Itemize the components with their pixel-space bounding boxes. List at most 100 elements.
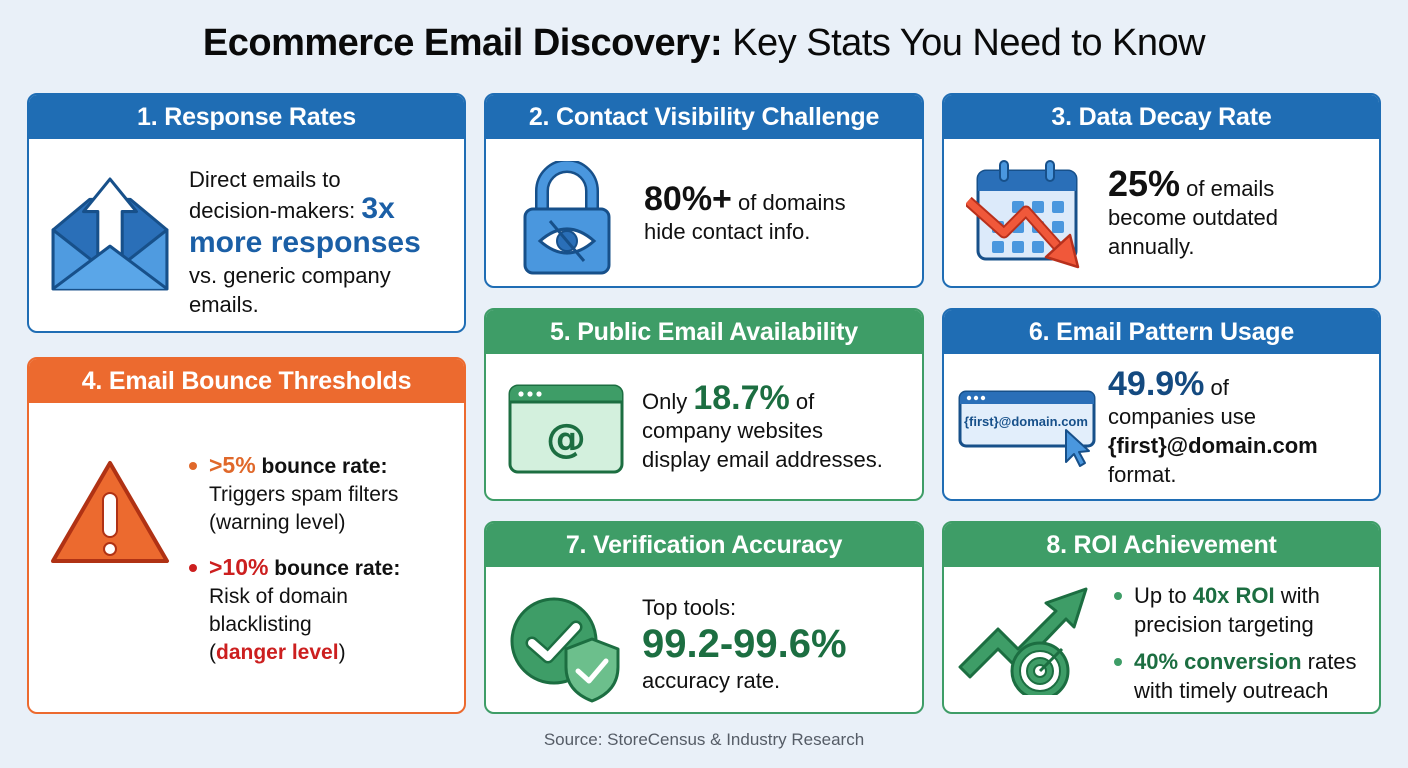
text-line: precision targeting: [1134, 612, 1314, 637]
text-fragment: with: [1274, 583, 1320, 608]
text-line: 40% conversion rates: [1134, 647, 1357, 676]
contact-visibility-text: 80%+ of domains hide contact info.: [644, 182, 846, 246]
bounce-thresholds-list: >5% bounce rate: Triggers spam filters (…: [187, 451, 400, 667]
stat-value: >10%: [209, 554, 269, 580]
card-header: 8. ROI Achievement: [944, 523, 1379, 567]
text-line: Up to 40x ROI with: [1134, 581, 1357, 610]
text-line: 49.9% of: [1108, 367, 1318, 402]
text-line: Only 18.7% of: [642, 381, 883, 416]
stat-value: 80%+: [644, 180, 732, 218]
text-line: vs. generic company: [189, 263, 391, 288]
text-fragment: decision-makers:: [189, 198, 362, 223]
bullet-icon: [189, 564, 197, 572]
text-fragment: Up to: [1134, 583, 1193, 608]
stat-value: 49.9%: [1108, 365, 1205, 403]
card-contact-visibility: 2. Contact Visibility Challenge 80%+ of …: [484, 93, 924, 288]
stat-value: 99.2-99.6%: [642, 622, 847, 666]
text-line: accuracy rate.: [642, 668, 781, 693]
text-fragment: of: [789, 389, 815, 414]
envelope-up-arrow-icon: [51, 177, 169, 291]
card-header: 6. Email Pattern Usage: [944, 310, 1379, 354]
verification-text: Top tools: 99.2-99.6% accuracy rate.: [642, 593, 847, 695]
data-decay-text: 25% of emails become outdated annually.: [1108, 166, 1279, 261]
text-fragment: of domains: [731, 190, 846, 215]
text-fragment: bounce rate:: [255, 455, 388, 478]
svg-text:@: @: [546, 416, 586, 462]
text-line: Triggers spam filters: [209, 483, 399, 506]
text-line: Risk of domain: [209, 585, 348, 608]
card-data-decay: 3. Data Decay Rate 25% of emails become …: [942, 93, 1381, 288]
text-line: >5% bounce rate:: [209, 451, 400, 481]
pattern-highlight: {first}@domain.com: [1108, 433, 1318, 458]
icon-pattern-text: {first}@domain.com: [964, 414, 1088, 429]
title-bold: Ecommerce Email Discovery:: [202, 22, 723, 64]
text-line: emails.: [189, 292, 259, 317]
text-line: (danger level): [209, 639, 400, 667]
padlock-hidden-eye-icon: [523, 161, 611, 275]
text-fragment: of emails: [1180, 176, 1275, 201]
text-line: >10% bounce rate:: [209, 553, 400, 583]
check-circle-shield-icon: [510, 597, 620, 703]
stat-highlight: 3x: [361, 192, 395, 225]
text-line: decision-makers: 3x: [189, 194, 421, 225]
text-line: companies use: [1108, 404, 1256, 429]
text-fragment: ): [338, 641, 346, 664]
text-line: company websites: [642, 418, 823, 443]
bullet-icon: [189, 462, 197, 470]
title-regular: Key Stats You Need to Know: [722, 22, 1206, 64]
text-line: Top tools:: [642, 595, 737, 620]
list-item-warning: >5% bounce rate: Triggers spam filters (…: [187, 451, 400, 537]
text-line: blacklisting: [209, 613, 312, 636]
card-bounce-thresholds: 4. Email Bounce Thresholds >5% bounce ra…: [27, 357, 466, 714]
list-item-danger: >10% bounce rate: Risk of domain blackli…: [187, 553, 400, 667]
roi-list: Up to 40x ROI with precision targeting 4…: [1112, 581, 1357, 705]
stat-value: 40x ROI: [1192, 583, 1275, 608]
card-roi-achievement: 8. ROI Achievement Up to 40x ROI with pr…: [942, 521, 1381, 714]
text-line: format.: [1108, 462, 1177, 487]
email-pattern-text: 49.9% of companies use {first}@domain.co…: [1108, 367, 1318, 489]
source-note: Source: StoreCensus & Industry Research: [543, 730, 865, 749]
growth-arrow-target-icon: [958, 587, 1088, 695]
text-fragment: of: [1204, 375, 1229, 400]
page-title: Ecommerce Email Discovery: Key Stats You…: [0, 22, 1408, 65]
text-fragment: bounce rate:: [268, 557, 401, 580]
text-line: with timely outreach: [1134, 678, 1329, 703]
danger-label: danger level: [216, 641, 339, 664]
card-public-email: 5. Public Email Availability @ Only 18.7…: [484, 308, 924, 501]
list-item-conversion: 40% conversion rates with timely outreac…: [1112, 647, 1357, 705]
browser-email-pattern-cursor-icon: {first}@domain.com: [958, 390, 1098, 470]
response-rates-text: Direct emails to decision-makers: 3x mor…: [189, 165, 421, 319]
stat-value: 25%: [1108, 163, 1181, 204]
text-line: 80%+ of domains: [644, 182, 846, 217]
stat-highlight: more responses: [189, 226, 421, 259]
text-line: hide contact info.: [644, 219, 811, 244]
card-header: 4. Email Bounce Thresholds: [29, 359, 464, 403]
card-email-pattern: 6. Email Pattern Usage {first}@domain.co…: [942, 308, 1381, 501]
text-line: display email addresses.: [642, 447, 883, 472]
stat-value: >5%: [209, 452, 256, 478]
public-email-text: Only 18.7% of company websites display e…: [642, 381, 883, 474]
text-line: 25% of emails: [1108, 166, 1278, 203]
stat-value: 18.7%: [693, 379, 790, 417]
list-item-roi: Up to 40x ROI with precision targeting: [1112, 581, 1357, 639]
text-line: annually.: [1108, 234, 1195, 259]
text-fragment: rates: [1301, 649, 1357, 674]
card-response-rates: 1. Response Rates Direct emails to decis…: [27, 93, 466, 333]
browser-at-sign-icon: @: [508, 384, 624, 474]
text-fragment: (: [209, 641, 216, 664]
text-line: Direct emails to: [189, 167, 341, 192]
text-fragment: Only: [642, 389, 694, 414]
card-header: 1. Response Rates: [29, 95, 464, 139]
card-header: 3. Data Decay Rate: [944, 95, 1379, 139]
bullet-icon: [1114, 592, 1122, 600]
card-header: 2. Contact Visibility Challenge: [486, 95, 922, 139]
text-line: become outdated: [1108, 205, 1279, 230]
bullet-icon: [1114, 658, 1122, 666]
warning-triangle-icon: [51, 461, 169, 563]
text-line: (warning level): [209, 511, 346, 534]
card-header: 5. Public Email Availability: [486, 310, 922, 354]
card-header: 7. Verification Accuracy: [486, 523, 922, 567]
card-verification-accuracy: 7. Verification Accuracy Top tools: 99.2…: [484, 521, 924, 714]
calendar-down-trend-icon: [966, 160, 1080, 269]
stat-value: 40% conversion: [1134, 649, 1302, 674]
